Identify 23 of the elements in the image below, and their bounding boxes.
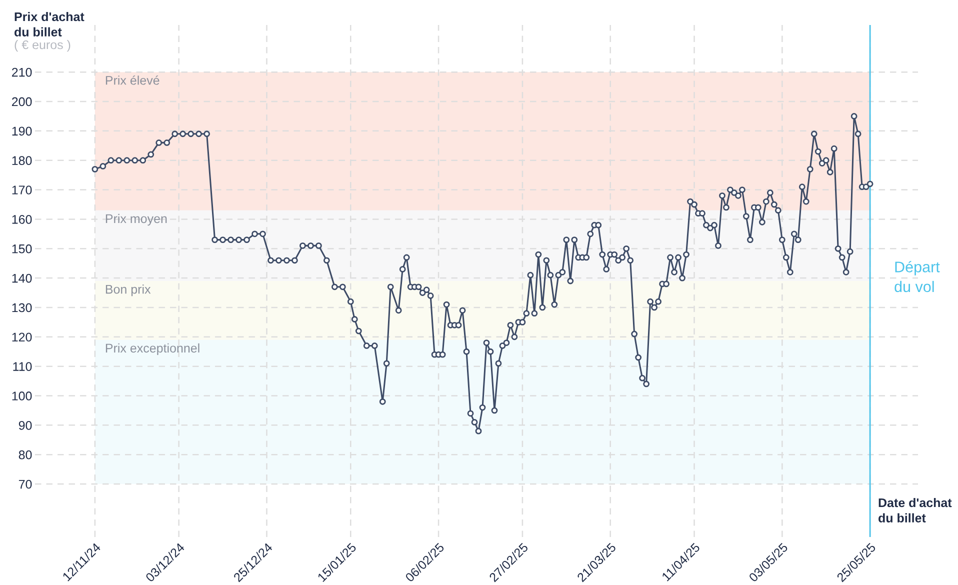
y-tick-label: 160 [12, 215, 32, 224]
y-tick-label: 90 [18, 420, 32, 430]
y-tick-label: 190 [12, 126, 32, 136]
y-tick-label: 140 [12, 274, 32, 283]
x-axis-title: Date d'achat du billet [878, 498, 952, 522]
y-tick-label: 150 [12, 244, 32, 254]
y-tick-label: 120 [12, 332, 32, 342]
y-tick-label: 180 [12, 156, 32, 166]
band-label: Prix moyen [106, 214, 167, 226]
y-tick-label: 210 [12, 68, 32, 77]
y-tick-label: 110 [13, 362, 32, 371]
band-label: Prix élevé [106, 75, 160, 85]
text: ( € euros ) [14, 40, 70, 52]
y-tick-label: 70 [18, 480, 32, 489]
band-label: Bon prix [106, 284, 151, 296]
y-tick-label: 170 [12, 186, 32, 194]
band-label: Prix exceptionnel [106, 343, 200, 356]
y-tick-label: 80 [18, 450, 32, 460]
y-tick-label: 100 [12, 392, 32, 400]
y-tick-label: 130 [12, 303, 32, 312]
y-axis-title: Prix d'achat du billet [14, 12, 84, 36]
ref-line-label: Départ du vol [894, 260, 940, 292]
y-tick-label: 200 [12, 97, 32, 106]
